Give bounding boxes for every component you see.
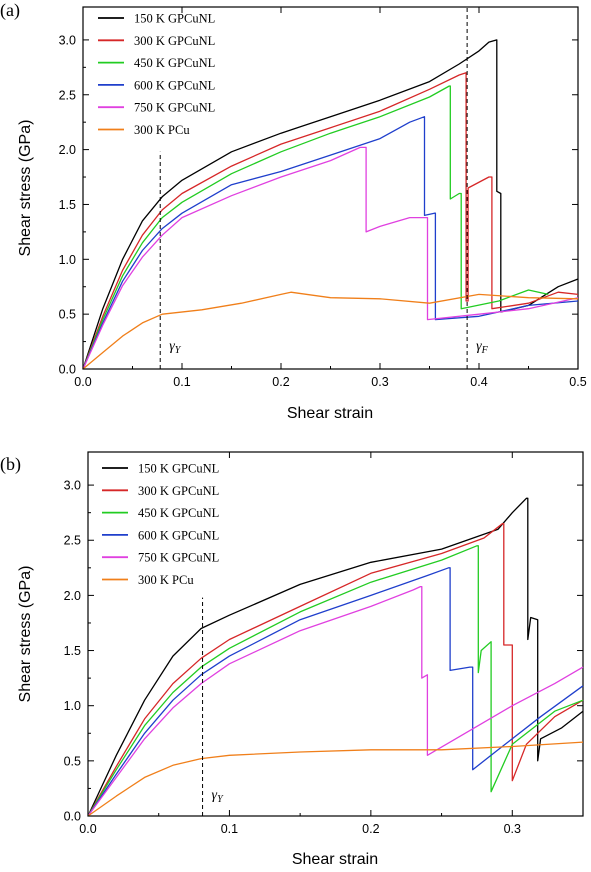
panel-a-legend-label-3: 600 K GPCuNL	[134, 78, 215, 92]
panel-a-legend-label-0: 150 K GPCuNL	[134, 12, 215, 26]
panel-a-y-tick-label-6: 3.0	[59, 33, 76, 47]
panel-b-y-tick-label-4: 2.0	[64, 589, 81, 603]
panel-b-y-tick-label-6: 3.0	[64, 479, 81, 493]
panel-a-x-axis-title: Shear strain	[287, 405, 373, 422]
panel-a-x-tick-label-1: 0.1	[173, 375, 190, 389]
panel-b-series-line-2	[87, 545, 584, 817]
panel-b-series-group	[87, 497, 584, 817]
panel-a-series-line-0	[82, 39, 579, 370]
panel-a-y-tick-label-0: 0.0	[59, 363, 76, 377]
panel-b-series-line-3	[87, 567, 584, 817]
panel-b-marker-group: γY	[202, 597, 225, 816]
panel-a-legend-label-4: 750 K GPCuNL	[134, 101, 215, 115]
panel-a-legend-label-5: 300 K PCu	[134, 123, 190, 137]
panel-a-x-ticks: 0.0 0.1 0.2 0.3 0.4 0.5	[74, 7, 587, 389]
panel-b-legend-label-3: 600 K GPCuNL	[138, 528, 219, 542]
panel-b-y-tick-label-0: 0.0	[64, 810, 81, 824]
panel-a-y-tick-label-5: 2.5	[59, 88, 76, 102]
panel-a-series-line-2	[82, 85, 549, 370]
panel-b-legend-label-5: 300 K PCu	[138, 573, 194, 587]
panel-a-series-line-3	[82, 116, 579, 370]
panel-b-y-tick-label-1: 0.5	[64, 754, 81, 768]
panel-b-series-line-5	[87, 741, 584, 817]
panel-a-series-line-5	[82, 291, 579, 370]
panel-a-legend-label-2: 450 K GPCuNL	[134, 56, 215, 70]
panel-b-y-tick-label-3: 1.5	[64, 644, 81, 658]
panel-a-y-tick-label-3: 1.5	[59, 198, 76, 212]
panel-b-marker-label-0: γY	[212, 788, 225, 805]
panel-a-y-tick-label-2: 1.0	[59, 253, 76, 267]
panel-b-series-line-1	[87, 523, 584, 817]
panel-b-y-ticks: 0.0 0.5 1.0 1.5 2.0 2.5 3.0	[64, 479, 583, 824]
panel-a-y-axis-title: Shear stress (GPa)	[17, 120, 34, 257]
panel-b-x-tick-label-3: 0.3	[504, 822, 521, 836]
panel-b-x-tick-label-1: 0.1	[221, 822, 238, 836]
panel-a-legend-label-1: 300 K GPCuNL	[134, 34, 215, 48]
panel-b-legend-label-0: 150 K GPCuNL	[138, 462, 219, 476]
panel-a-legend: 150 K GPCuNL 300 K GPCuNL 450 K GPCuNL 600 …	[98, 12, 215, 137]
panel-a-x-tick-label-5: 0.5	[569, 375, 586, 389]
panel-a-x-tick-label-3: 0.3	[371, 375, 388, 389]
panel-b-label: (b)	[0, 454, 21, 475]
panel-b-legend: 150 K GPCuNL 300 K GPCuNL 450 K GPCuNL 600 …	[102, 462, 219, 587]
panel-a-y-tick-label-4: 2.0	[59, 143, 76, 157]
panel-a: (a) γY γF 0.0 0.1 0.2 0.3 0.4 0.5 0.0 0.5 1.0 1.5…	[0, 0, 587, 422]
panel-b-legend-label-1: 300 K GPCuNL	[138, 484, 219, 498]
panel-b-plot-frame	[87, 451, 584, 817]
panel-b-legend-label-2: 450 K GPCuNL	[138, 506, 219, 520]
panel-a-series-line-1	[82, 72, 579, 370]
panel-a-x-tick-label-2: 0.2	[272, 375, 289, 389]
panel-a-series-group	[82, 39, 579, 370]
panel-a-x-tick-label-4: 0.4	[470, 375, 487, 389]
panel-b-series-line-4	[87, 585, 584, 817]
panel-a-marker-label-0: γY	[169, 339, 182, 356]
panel-b-x-axis-title: Shear strain	[292, 851, 378, 868]
panel-b-y-tick-label-2: 1.0	[64, 699, 81, 713]
panel-b-x-tick-label-2: 0.2	[362, 822, 379, 836]
panel-a-series-line-4	[82, 146, 579, 370]
panel-b-x-tick-label-0: 0.0	[79, 822, 96, 836]
panel-b-series-line-0	[87, 497, 584, 817]
panel-b-y-axis-title: Shear stress (GPa)	[17, 566, 34, 703]
panel-b-x-ticks: 0.0 0.1 0.2 0.3	[79, 452, 521, 836]
panel-b: (b) γY 0.0 0.1 0.2 0.3 0.0 0.5 1.0 1.5 2.0 2.5 3.…	[0, 451, 584, 868]
panel-a-y-ticks: 0.0 0.5 1.0 1.5 2.0 2.5 3.0	[59, 33, 578, 377]
panel-a-x-tick-label-0: 0.0	[74, 375, 91, 389]
panel-a-y-tick-label-1: 0.5	[59, 308, 76, 322]
panel-a-label: (a)	[0, 0, 20, 21]
panel-b-y-tick-label-5: 2.5	[64, 534, 81, 548]
panel-a-marker-label-1: γF	[476, 339, 489, 356]
panel-b-legend-label-4: 750 K GPCuNL	[138, 551, 219, 565]
